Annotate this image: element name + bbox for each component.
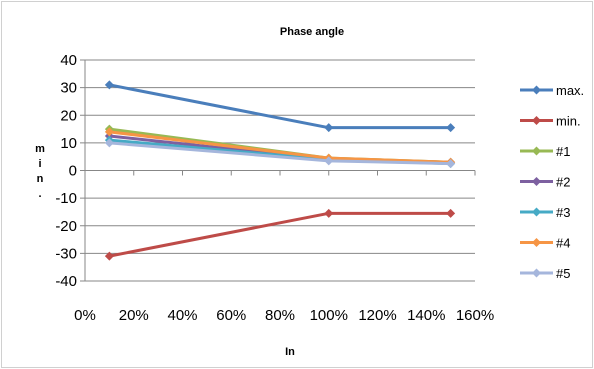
x-tick-label: 20% bbox=[119, 307, 149, 324]
legend-label: #4 bbox=[556, 236, 570, 251]
data-point-marker bbox=[324, 156, 334, 166]
legend-marker bbox=[532, 116, 541, 125]
legend-item: #3 bbox=[520, 205, 570, 220]
y-tick-label: 10 bbox=[60, 135, 77, 152]
legend-item: #2 bbox=[520, 175, 570, 190]
series-1 bbox=[104, 80, 456, 133]
legend-marker bbox=[532, 146, 541, 156]
data-point-marker bbox=[104, 127, 114, 137]
y-tick-label: 20 bbox=[60, 107, 77, 124]
data-point-marker bbox=[104, 80, 114, 90]
data-point-marker bbox=[324, 123, 334, 133]
y-axis-title: min. bbox=[35, 143, 45, 200]
data-point-marker bbox=[446, 123, 456, 133]
y-tick-label: 30 bbox=[60, 80, 77, 97]
legend-item: min. bbox=[520, 114, 581, 129]
legend-item: #4 bbox=[520, 236, 570, 251]
series-7 bbox=[104, 138, 456, 169]
legend-marker bbox=[532, 207, 541, 217]
x-tick-label: 60% bbox=[216, 307, 246, 324]
x-tick-label: 160% bbox=[456, 307, 494, 324]
y-gridlines bbox=[85, 59, 475, 282]
legend-item: #5 bbox=[520, 266, 570, 281]
series-2 bbox=[104, 208, 456, 261]
x-tick-label: 0% bbox=[74, 307, 96, 324]
legend-marker bbox=[532, 268, 541, 278]
y-axis-title-char: i bbox=[38, 158, 41, 170]
legend-item: max. bbox=[520, 83, 584, 98]
y-tick-label: 0 bbox=[69, 163, 77, 180]
x-tick-label: 120% bbox=[358, 307, 396, 324]
legend-label: #1 bbox=[556, 144, 570, 159]
x-axis: 0% 20% 40% 60% 80% 100% 120% 140% 160% bbox=[74, 170, 494, 324]
legend-label: max. bbox=[556, 83, 584, 98]
y-tick-label: -20 bbox=[55, 218, 77, 235]
data-point-marker bbox=[446, 159, 456, 169]
y-axis-title-char: . bbox=[38, 188, 41, 200]
series-lines bbox=[104, 80, 456, 261]
x-tick-label: 40% bbox=[167, 307, 197, 324]
y-tick-label: -40 bbox=[55, 273, 77, 290]
x-axis-title: In bbox=[285, 346, 295, 358]
y-axis-title-char: m bbox=[35, 143, 45, 155]
legend-marker bbox=[532, 238, 541, 247]
x-tick-label: 100% bbox=[310, 307, 348, 324]
data-point-marker bbox=[446, 208, 456, 218]
y-tick-label: -30 bbox=[55, 245, 77, 262]
legend-label: min. bbox=[556, 114, 581, 129]
legend: max. min. #1 #2 #3 #4 #5 bbox=[520, 83, 584, 281]
y-tick-label: -10 bbox=[55, 190, 77, 207]
x-tick-label: 140% bbox=[407, 307, 445, 324]
legend-label: #2 bbox=[556, 175, 570, 190]
chart-title: Phase angle bbox=[280, 26, 344, 38]
y-tick-label: 40 bbox=[60, 52, 77, 69]
data-point-marker bbox=[324, 208, 334, 218]
legend-item: #1 bbox=[520, 144, 570, 159]
legend-label: #3 bbox=[556, 205, 570, 220]
x-tick-label: 80% bbox=[265, 307, 295, 324]
legend-marker bbox=[532, 85, 541, 95]
data-point-marker bbox=[104, 251, 114, 261]
legend-label: #5 bbox=[556, 266, 570, 281]
legend-marker bbox=[532, 177, 541, 186]
y-axis-title-char: n bbox=[37, 173, 44, 185]
data-point-marker bbox=[104, 138, 114, 148]
